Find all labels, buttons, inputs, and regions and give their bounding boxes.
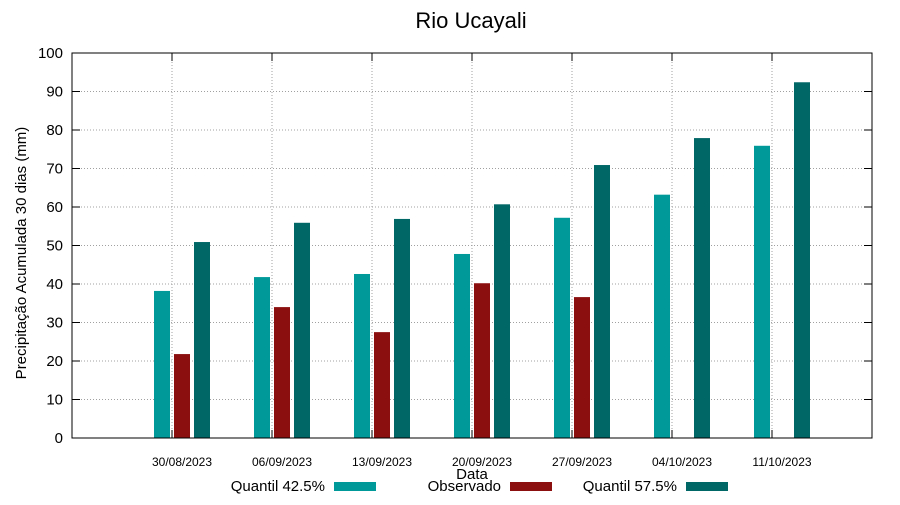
bar-quantil-42-5 [154,290,170,438]
bar-quantil-57-5 [294,222,310,438]
bars-layer [154,82,810,438]
bar-quantil-42-5 [354,273,370,438]
legend: Quantil 42.5% Observado Quantil 57.5% [231,478,728,495]
y-tick-label: 30 [46,315,63,332]
bar-observado [574,297,590,438]
legend-label: Quantil 42.5% [231,478,325,495]
bar-quantil-57-5 [694,138,710,438]
y-axis-label: Precipitação Acumulada 30 dias (mm) [13,127,30,380]
x-tick-label: 13/09/2023 [352,455,412,469]
bar-quantil-42-5 [254,277,270,438]
y-tick-label: 0 [55,430,63,447]
y-tick-label: 20 [46,353,63,370]
ticks-layer: 0 10 20 30 40 50 60 70 80 90 100 30/08/2023 06/09/20… [38,45,872,469]
legend-swatch [510,482,552,491]
x-tick-label: 06/09/2023 [252,455,312,469]
x-tick-label: 04/10/2023 [652,455,712,469]
bar-quantil-57-5 [394,218,410,438]
bar-observado [474,283,490,438]
y-tick-label: 80 [46,122,63,139]
bar-observado [174,354,190,438]
y-tick-label: 100 [38,45,63,62]
y-tick-label: 70 [46,161,63,178]
bar-observado [274,307,290,438]
bar-quantil-42-5 [654,194,670,438]
bar-quantil-57-5 [794,82,810,438]
chart-title: Rio Ucayali [415,8,526,33]
y-tick-label: 60 [46,199,63,216]
legend-label: Quantil 57.5% [583,478,677,495]
bar-quantil-42-5 [454,253,470,438]
legend-swatch [334,482,376,491]
x-axis-label: Data [456,466,488,483]
y-tick-label: 10 [46,392,63,409]
x-tick-label: 11/10/2023 [752,455,811,469]
legend-label: Observado [428,478,501,495]
y-tick-label: 50 [46,238,63,255]
bar-quantil-42-5 [554,217,570,438]
x-tick-label: 30/08/2023 [152,455,212,469]
bar-observado [374,332,390,438]
y-tick-label: 40 [46,276,63,293]
x-tick-label: 20/09/2023 [452,455,512,469]
bar-quantil-57-5 [494,204,510,438]
grid-layer [72,53,872,438]
y-tick-label: 90 [46,84,63,101]
bar-quantil-57-5 [594,165,610,438]
x-tick-label: 27/09/2023 [552,455,612,469]
legend-swatch [686,482,728,491]
bar-quantil-57-5 [194,242,210,438]
bar-quantil-42-5 [754,145,770,438]
